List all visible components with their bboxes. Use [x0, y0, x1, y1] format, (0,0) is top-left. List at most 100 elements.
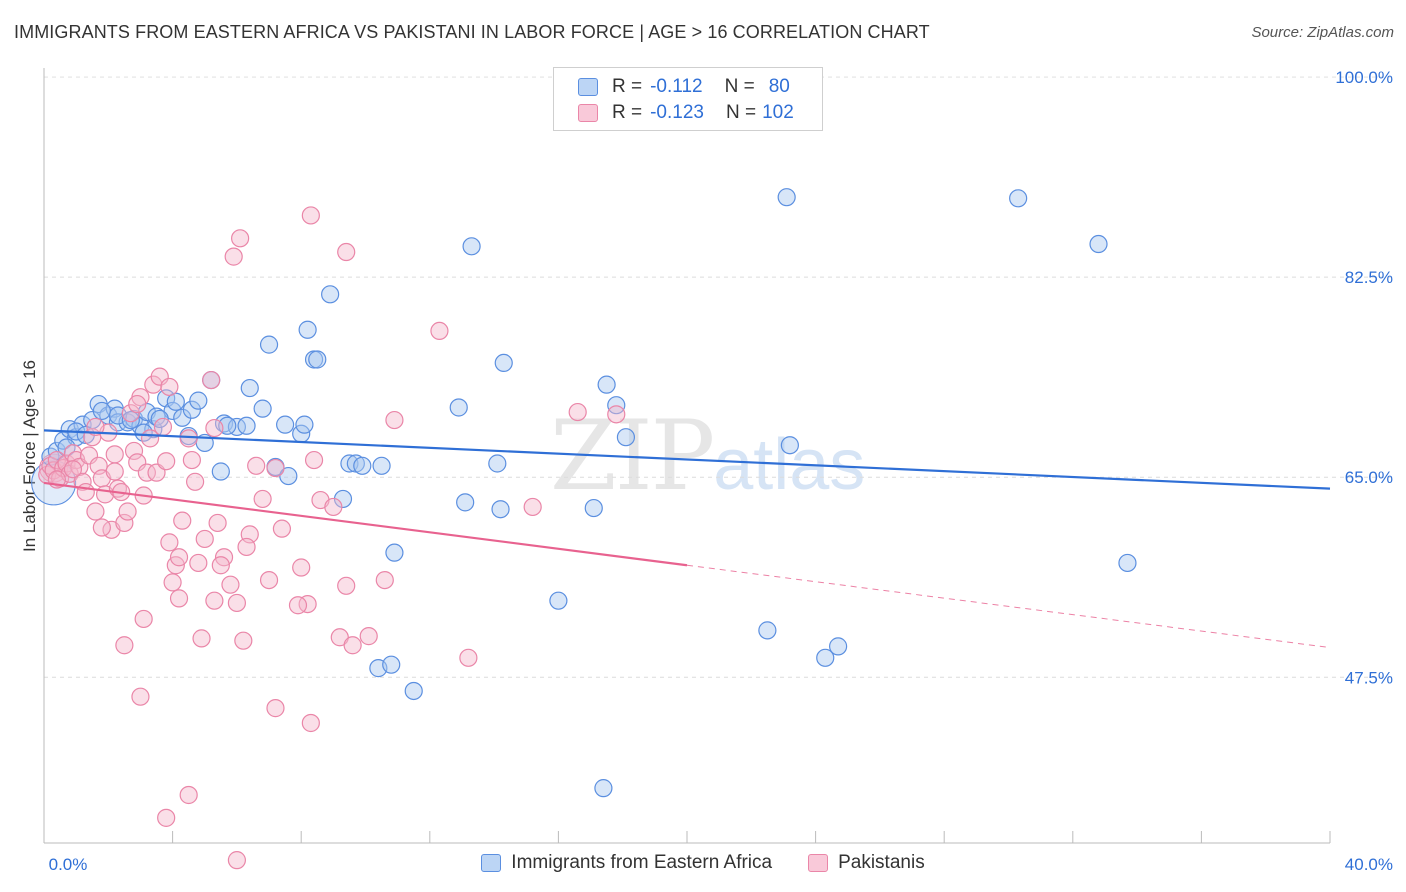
x-tick-label: 40.0%: [1345, 855, 1393, 874]
data-point-eastern-africa: [227, 417, 246, 437]
data-point-eastern-africa: [253, 399, 272, 418]
data-point-eastern-africa: [279, 466, 298, 486]
data-point-pakistani: [459, 648, 478, 667]
legend-swatch-blue: [578, 78, 598, 96]
y-tick-label: 82.5%: [1345, 268, 1393, 287]
data-point-eastern-africa: [382, 655, 401, 674]
y-tick-label: 47.5%: [1345, 668, 1393, 687]
data-point-pakistani: [63, 460, 83, 479]
data-point-pakistani: [523, 497, 542, 517]
data-point-pakistani: [337, 576, 356, 595]
data-point-eastern-africa: [121, 410, 140, 430]
data-point-eastern-africa: [1009, 189, 1028, 208]
data-point-pakistani: [301, 713, 320, 733]
data-point-eastern-africa: [777, 188, 796, 207]
data-point-eastern-africa: [494, 353, 513, 373]
watermark: ZIPatlas: [550, 400, 865, 512]
data-point-pakistani: [173, 511, 192, 530]
legend-r-label: R =: [612, 102, 643, 123]
data-point-eastern-africa: [488, 454, 507, 473]
data-point-pakistani: [272, 519, 292, 538]
data-point-pakistani: [73, 472, 92, 491]
legend-n-label: N =: [724, 76, 755, 97]
data-point-eastern-africa: [594, 779, 613, 798]
data-point-pakistani: [292, 558, 311, 577]
legend-n-value: 102: [762, 102, 794, 123]
data-point-pakistani: [253, 489, 272, 509]
data-point-pakistani: [205, 591, 224, 610]
data-point-pakistani: [237, 537, 256, 557]
data-point-pakistani: [189, 553, 208, 573]
x-tick-label: 0.0%: [49, 855, 88, 874]
data-point-eastern-africa: [456, 493, 475, 512]
data-point-eastern-africa: [549, 591, 568, 610]
data-point-pakistani: [211, 556, 230, 575]
data-point-eastern-africa: [308, 350, 327, 369]
trend-line-eastern-africa: [43, 429, 1331, 490]
data-point-pakistani: [359, 627, 378, 646]
data-point-pakistani: [247, 456, 266, 475]
data-point-eastern-africa: [321, 285, 340, 304]
legend-r-label: R =: [612, 76, 643, 97]
correlation-legend: R = -0.112 N = 80 R = -0.123 N = 102: [553, 67, 823, 131]
trend-line-pakistani-extrapolated: [686, 564, 1331, 649]
data-point-pakistani: [157, 808, 176, 827]
data-point-eastern-africa: [758, 621, 777, 640]
series-legend-label: Immigrants from Eastern Africa: [511, 852, 773, 873]
data-point-pakistani: [205, 418, 224, 438]
data-point-pakistani: [607, 405, 626, 424]
data-point-pakistani: [137, 463, 156, 482]
data-point-pakistani: [227, 593, 246, 613]
data-point-eastern-africa: [182, 400, 201, 419]
data-point-eastern-africa: [462, 237, 481, 256]
data-point-eastern-africa: [816, 648, 835, 667]
legend-n-value: 80: [768, 76, 790, 97]
data-point-pakistani: [186, 472, 205, 491]
data-point-pakistani: [568, 402, 587, 422]
data-point-pakistani: [301, 206, 320, 225]
data-point-pakistani: [231, 229, 250, 248]
data-point-pakistani: [160, 377, 179, 397]
data-point-pakistani: [234, 631, 253, 650]
data-point-eastern-africa: [147, 407, 166, 426]
data-point-eastern-africa: [92, 401, 111, 421]
data-point-eastern-africa: [404, 681, 423, 701]
data-point-pakistani: [304, 450, 324, 470]
data-point-pakistani: [343, 636, 362, 655]
data-point-eastern-africa: [298, 320, 317, 339]
data-point-eastern-africa: [259, 335, 279, 354]
data-point-pakistani: [179, 429, 198, 448]
data-point-eastern-africa: [1089, 234, 1108, 254]
data-point-eastern-africa: [295, 415, 314, 434]
series-legend-pakistanis: Pakistanis: [808, 852, 925, 874]
data-point-pakistani: [76, 482, 95, 502]
data-point-pakistani: [121, 404, 140, 423]
legend-row-pakistanis: R = -0.123 N = 102: [578, 101, 794, 125]
series-legend-eastern-africa: Immigrants from Eastern Africa: [481, 852, 772, 874]
data-point-eastern-africa: [189, 391, 208, 410]
data-point-pakistani: [375, 570, 394, 590]
data-point-eastern-africa: [353, 456, 372, 475]
data-point-pakistani: [259, 570, 279, 590]
chart-title: IMMIGRANTS FROM EASTERN AFRICA VS PAKIST…: [14, 22, 930, 42]
data-point-pakistani: [115, 636, 134, 655]
data-point-eastern-africa: [597, 375, 616, 394]
data-point-pakistani: [202, 370, 221, 390]
data-point-eastern-africa: [584, 498, 603, 518]
data-point-pakistani: [385, 410, 404, 430]
series-legend-label: Pakistanis: [838, 852, 925, 873]
data-point-pakistani: [153, 417, 173, 437]
data-point-pakistani: [266, 458, 285, 478]
data-point-pakistani: [208, 513, 227, 533]
data-point-pakistani: [92, 518, 111, 537]
data-point-pakistani: [118, 502, 137, 521]
data-point-pakistani: [298, 594, 317, 614]
series-swatch-blue: [481, 854, 502, 872]
data-point-pakistani: [182, 450, 201, 470]
y-tick-label: 65.0%: [1345, 468, 1393, 487]
data-point-pakistani: [131, 687, 150, 706]
y-tick-label: 100.0%: [1335, 68, 1393, 87]
data-point-pakistani: [115, 513, 134, 533]
data-point-pakistani: [192, 629, 211, 648]
